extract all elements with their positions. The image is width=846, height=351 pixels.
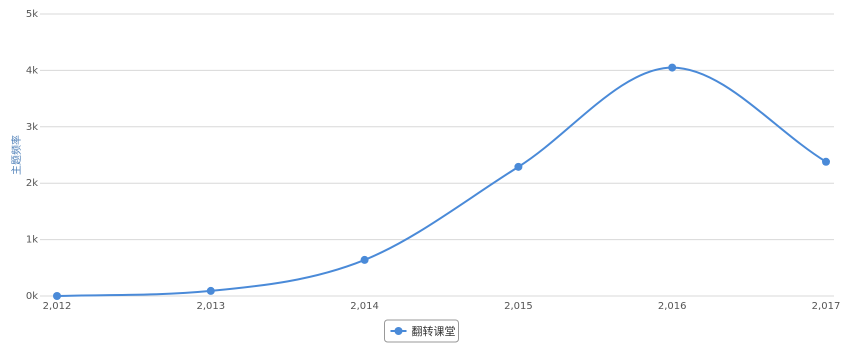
y-tick-label: 2k — [26, 178, 38, 189]
data-point[interactable] — [360, 255, 369, 264]
x-tick-label: 2,015 — [504, 301, 533, 312]
data-point[interactable] — [514, 162, 523, 171]
series-line — [56, 66, 827, 297]
grid-lines — [40, 13, 834, 297]
data-point[interactable] — [668, 63, 677, 72]
x-axis-ticks: 2,012 2,013 2,014 2,015 2,016 2,017 — [43, 301, 841, 312]
x-tick-label: 2,012 — [43, 301, 72, 312]
x-tick-label: 2,017 — [812, 301, 841, 312]
legend-label: 翻转课堂 — [412, 324, 456, 338]
data-point[interactable] — [206, 286, 215, 295]
legend-marker — [394, 327, 403, 335]
x-tick-label: 2,016 — [658, 301, 687, 312]
series-layer — [53, 63, 830, 300]
y-tick-label: 0k — [26, 291, 38, 302]
x-tick-label: 2,014 — [350, 301, 379, 312]
y-tick-label: 5k — [26, 9, 38, 20]
data-point[interactable] — [53, 292, 61, 300]
legend-box[interactable] — [384, 319, 459, 343]
y-axis-label: 主题频率 — [10, 135, 23, 175]
data-point[interactable] — [822, 157, 830, 166]
legend[interactable]: 翻转课堂 — [384, 319, 459, 343]
y-tick-label: 3k — [26, 122, 38, 133]
y-axis-ticks: 0k 1k 2k 3k 4k 5k — [26, 9, 38, 302]
y-tick-label: 1k — [26, 235, 38, 246]
y-tick-label: 4k — [26, 65, 38, 76]
x-tick-label: 2,013 — [196, 301, 225, 312]
